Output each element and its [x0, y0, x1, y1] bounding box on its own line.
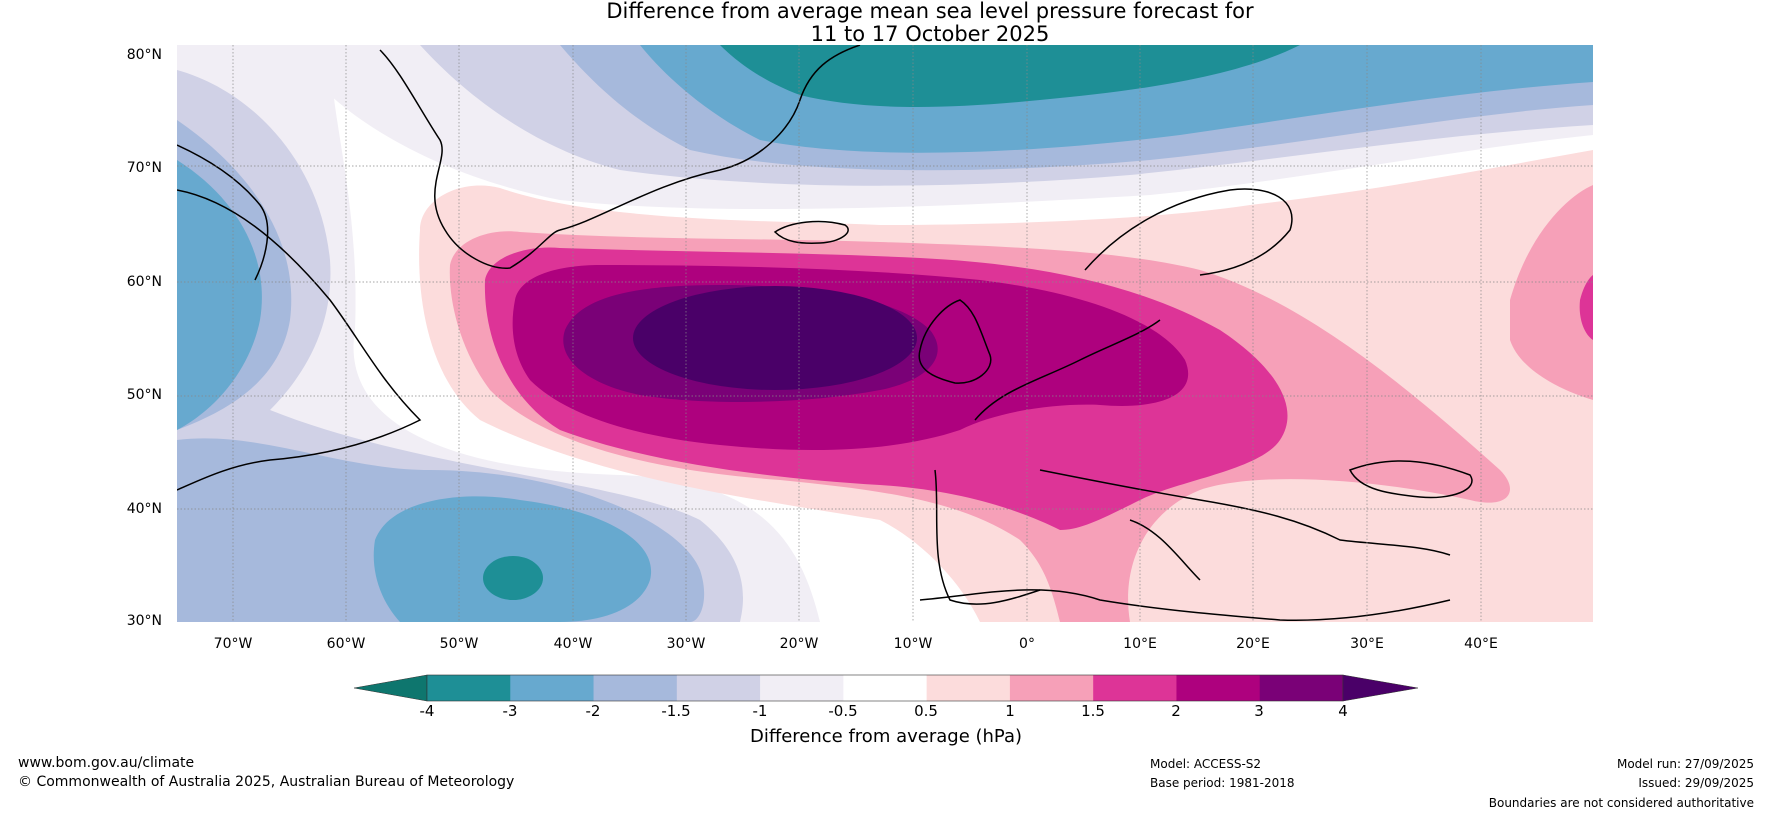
- colorbar-segment: [760, 675, 844, 701]
- coast-africa-north: [919, 589, 1451, 621]
- coast-europe-west: [934, 319, 1161, 605]
- colorbar-tick-label: 1.5: [1081, 702, 1105, 720]
- lat-label-40n: 40°N: [126, 501, 162, 517]
- colorbar-segment: [427, 675, 511, 701]
- lon-label-0: 0°: [1019, 636, 1035, 652]
- coastlines: [177, 45, 1473, 621]
- colorbar-tick-label: -1.5: [661, 702, 691, 720]
- colorbar-tick-label: 1: [1005, 702, 1015, 720]
- colorbar-tick-label: 4: [1338, 702, 1348, 720]
- coast-mediterranean: [1039, 469, 1451, 581]
- lat-label-30n: 30°N: [126, 613, 162, 629]
- colorbar-segment: [926, 675, 1011, 701]
- coast-greenland: [379, 45, 861, 269]
- colorbar-tick-label: -4: [419, 702, 435, 720]
- colorbar-segment: [1176, 675, 1261, 701]
- footer-base-period: Base period: 1981-2018: [1150, 776, 1295, 790]
- anomaly-fill-low-west-7: [483, 556, 543, 600]
- lat-label-60n: 60°N: [126, 274, 162, 290]
- coast-labrador: [177, 189, 422, 491]
- colorbar-segment: [1009, 675, 1094, 701]
- colorbar-tick-label: 0.5: [914, 702, 938, 720]
- colorbar-triangle-high: [1342, 674, 1419, 702]
- colorbar-segment: [1259, 675, 1344, 701]
- footer-disclaimer: Boundaries are not considered authoritat…: [1488, 796, 1754, 810]
- lon-label-50w: 50°W: [439, 636, 479, 652]
- coast-iceland: [773, 220, 849, 244]
- lon-label-20w: 20°W: [779, 636, 819, 652]
- lon-label-10w: 10°W: [893, 636, 933, 652]
- lon-label-30e: 30°E: [1350, 636, 1384, 652]
- colorbar-segment: [593, 675, 678, 701]
- colorbar-tick-label: 2: [1171, 702, 1181, 720]
- colorbar-segment: [1093, 675, 1177, 701]
- footer-model: Model: ACCESS-S2: [1150, 757, 1262, 771]
- lat-label-50n: 50°N: [126, 387, 162, 403]
- title-line-1: Difference from average mean sea level p…: [606, 0, 1254, 23]
- title-line-2: 11 to 17 October 2025: [810, 22, 1050, 46]
- coast-british-isles: [918, 299, 992, 384]
- colorbar-label: Difference from average (hPa): [749, 726, 1023, 747]
- colorbar-tick-label: -3: [502, 702, 518, 720]
- anomaly-fill-high-5: [1579, 275, 1593, 340]
- colorbar-segment: [510, 675, 595, 701]
- footer-copyright: © Commonwealth of Australia 2025, Austra…: [18, 774, 515, 790]
- lat-label-70n: 70°N: [126, 160, 162, 176]
- colorbar-tick-label: -1: [752, 702, 768, 720]
- colorbar-tick-label: -2: [585, 702, 601, 720]
- colorbar-tick-label: -0.5: [828, 702, 858, 720]
- coast-canada-north: [177, 144, 269, 281]
- footer-model-run: Model run: 27/09/2025: [1616, 757, 1754, 771]
- colorbar-segment: [843, 675, 928, 701]
- lat-label-80n: 80°N: [126, 47, 162, 63]
- lon-label-40w: 40°W: [553, 636, 593, 652]
- coast-black-sea: [1348, 460, 1473, 499]
- footer-issued: Issued: 29/09/2025: [1638, 776, 1754, 790]
- graticule: [177, 45, 1593, 622]
- coast-norway: [1084, 188, 1293, 276]
- lon-label-70w: 70°W: [213, 636, 253, 652]
- lon-label-60w: 60°W: [326, 636, 366, 652]
- chart-title: Difference from average mean sea level p…: [0, 0, 1770, 46]
- lon-label-40e: 40°E: [1464, 636, 1498, 652]
- colorbar-tick-label: 3: [1254, 702, 1264, 720]
- colorbar: [353, 674, 1419, 702]
- anomaly-fill-low-west-5: [177, 160, 262, 430]
- anomaly-fill-high-3: [1510, 185, 1593, 400]
- anomaly-fill-high-8: [633, 286, 917, 390]
- footer-website: www.bom.gov.au/climate: [18, 755, 195, 771]
- colorbar-triangle-low: [353, 674, 428, 702]
- lon-label-10e: 10°E: [1123, 636, 1157, 652]
- lon-label-20e: 20°E: [1236, 636, 1270, 652]
- colorbar-segment: [676, 675, 761, 701]
- lon-label-30w: 30°W: [666, 636, 706, 652]
- anomaly-fill-low-north-5: [720, 45, 1300, 107]
- map-area: [177, 45, 1593, 622]
